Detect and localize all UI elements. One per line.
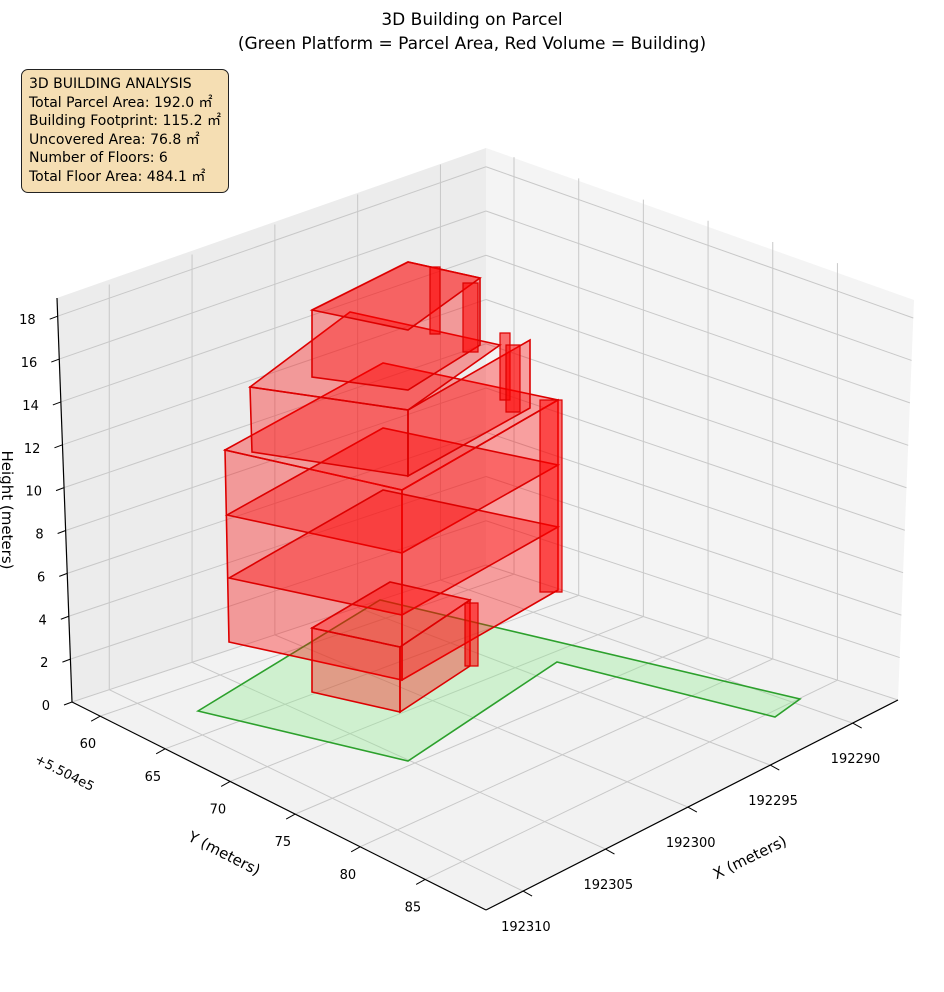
x-tick <box>687 806 698 813</box>
z-tick-label: 18 <box>19 313 36 328</box>
x-tick-label: 192310 <box>501 920 551 935</box>
z-tick <box>57 530 66 534</box>
z-tick <box>63 701 73 706</box>
building-fin <box>505 344 521 413</box>
z-tick <box>59 572 68 577</box>
building-fin <box>539 399 563 593</box>
info-line: Uncovered Area: 76.8 ㎡ <box>29 131 200 148</box>
z-tick-label: 2 <box>40 656 48 671</box>
x-tick-label: 192295 <box>748 794 798 809</box>
y-axis-label: Y (meters) <box>184 827 263 879</box>
y-tick-label: 60 <box>80 737 97 752</box>
y-tick <box>285 813 296 820</box>
x-tick-label: 192290 <box>831 752 881 767</box>
y-gridline <box>424 679 838 880</box>
z-tick-label: 12 <box>24 442 41 457</box>
y-gridline <box>359 658 773 848</box>
z-tick <box>55 487 65 492</box>
y-gridline <box>229 616 644 782</box>
z-tick <box>52 401 62 406</box>
x-tick <box>852 722 862 729</box>
building-fin <box>462 282 479 353</box>
y-tick-label: 75 <box>275 835 292 850</box>
z-tick-label: 14 <box>22 399 39 414</box>
z-tick-label: 4 <box>39 613 47 628</box>
x-gridline <box>357 607 771 766</box>
z-gridline <box>60 254 487 403</box>
z-tick-label: 0 <box>42 699 50 714</box>
y-tick <box>220 781 231 787</box>
building-face <box>309 581 472 648</box>
y-tick-label: 70 <box>210 802 227 817</box>
y-gridline <box>164 594 579 750</box>
x-tick <box>770 764 780 771</box>
z-tick-label: 8 <box>35 528 43 543</box>
z-axis-label: Height (meters) <box>0 451 16 570</box>
info-line: Number of Floors: 6 <box>29 150 168 167</box>
y-tick-label: 80 <box>340 868 357 883</box>
y-tick <box>155 748 166 755</box>
building-fin <box>464 602 479 667</box>
z-tick <box>60 615 69 620</box>
x-tick <box>605 848 615 855</box>
z-tick-label: 6 <box>37 570 45 585</box>
z-gridline <box>485 166 914 319</box>
info-line: Total Floor Area: 484.1 ㎡ <box>29 168 206 185</box>
z-gridline <box>485 254 911 404</box>
y-tick <box>90 715 101 722</box>
y-axis-line <box>71 701 487 911</box>
x-gridline <box>191 661 606 850</box>
axes: 0 2 4 6 8 10 12 14 16 18 60 65 70 75 80 85 192290 192295 1… <box>19 297 899 935</box>
z-gridline <box>68 476 487 617</box>
chart-title: 3D Building on Parcel <box>381 10 562 30</box>
y-offset-label: +5.504e5 <box>32 752 96 795</box>
z-gridline <box>485 343 907 489</box>
x-axis-label: X (meters) <box>710 832 790 883</box>
building-fin <box>429 266 441 335</box>
right-pane <box>486 148 914 700</box>
z-tick-label: 10 <box>25 485 42 500</box>
z-gridline <box>59 210 487 360</box>
z-gridline <box>67 431 487 574</box>
floor-pane <box>72 565 898 910</box>
x-gridline <box>274 634 689 808</box>
y-tick-label: 65 <box>145 770 162 785</box>
y-tick <box>415 878 426 885</box>
x-tick <box>522 890 533 897</box>
z-axis-line <box>56 297 73 703</box>
z-tick <box>49 315 58 320</box>
z-gridline <box>57 166 487 317</box>
z-tick <box>62 658 71 663</box>
z-gridline <box>65 387 487 531</box>
axis-panes <box>57 148 914 910</box>
x-gridline <box>440 579 853 724</box>
x-tick-label: 192305 <box>583 878 633 893</box>
x-tick-label: 192300 <box>666 836 716 851</box>
y-tick-label: 85 <box>405 900 422 915</box>
info-title: 3D BUILDING ANALYSIS <box>29 76 192 92</box>
y-gridline <box>294 637 709 815</box>
z-gridline <box>485 210 912 361</box>
info-box: 3D BUILDING ANALYSIS Total Parcel Area: … <box>21 69 230 193</box>
z-tick-label: 16 <box>21 356 38 371</box>
parcel-platform <box>195 599 802 762</box>
info-line: Total Parcel Area: 192.0 ㎡ <box>29 94 213 111</box>
y-tick <box>350 846 361 853</box>
info-line: Building Footprint: 115.2 ㎡ <box>29 113 222 130</box>
chart-subtitle: (Green Platform = Parcel Area, Red Volum… <box>238 34 706 54</box>
x-axis-line <box>485 699 899 911</box>
z-tick <box>54 444 63 449</box>
x-gridline <box>109 689 524 892</box>
z-tick <box>51 358 60 363</box>
data-marks <box>195 261 802 762</box>
